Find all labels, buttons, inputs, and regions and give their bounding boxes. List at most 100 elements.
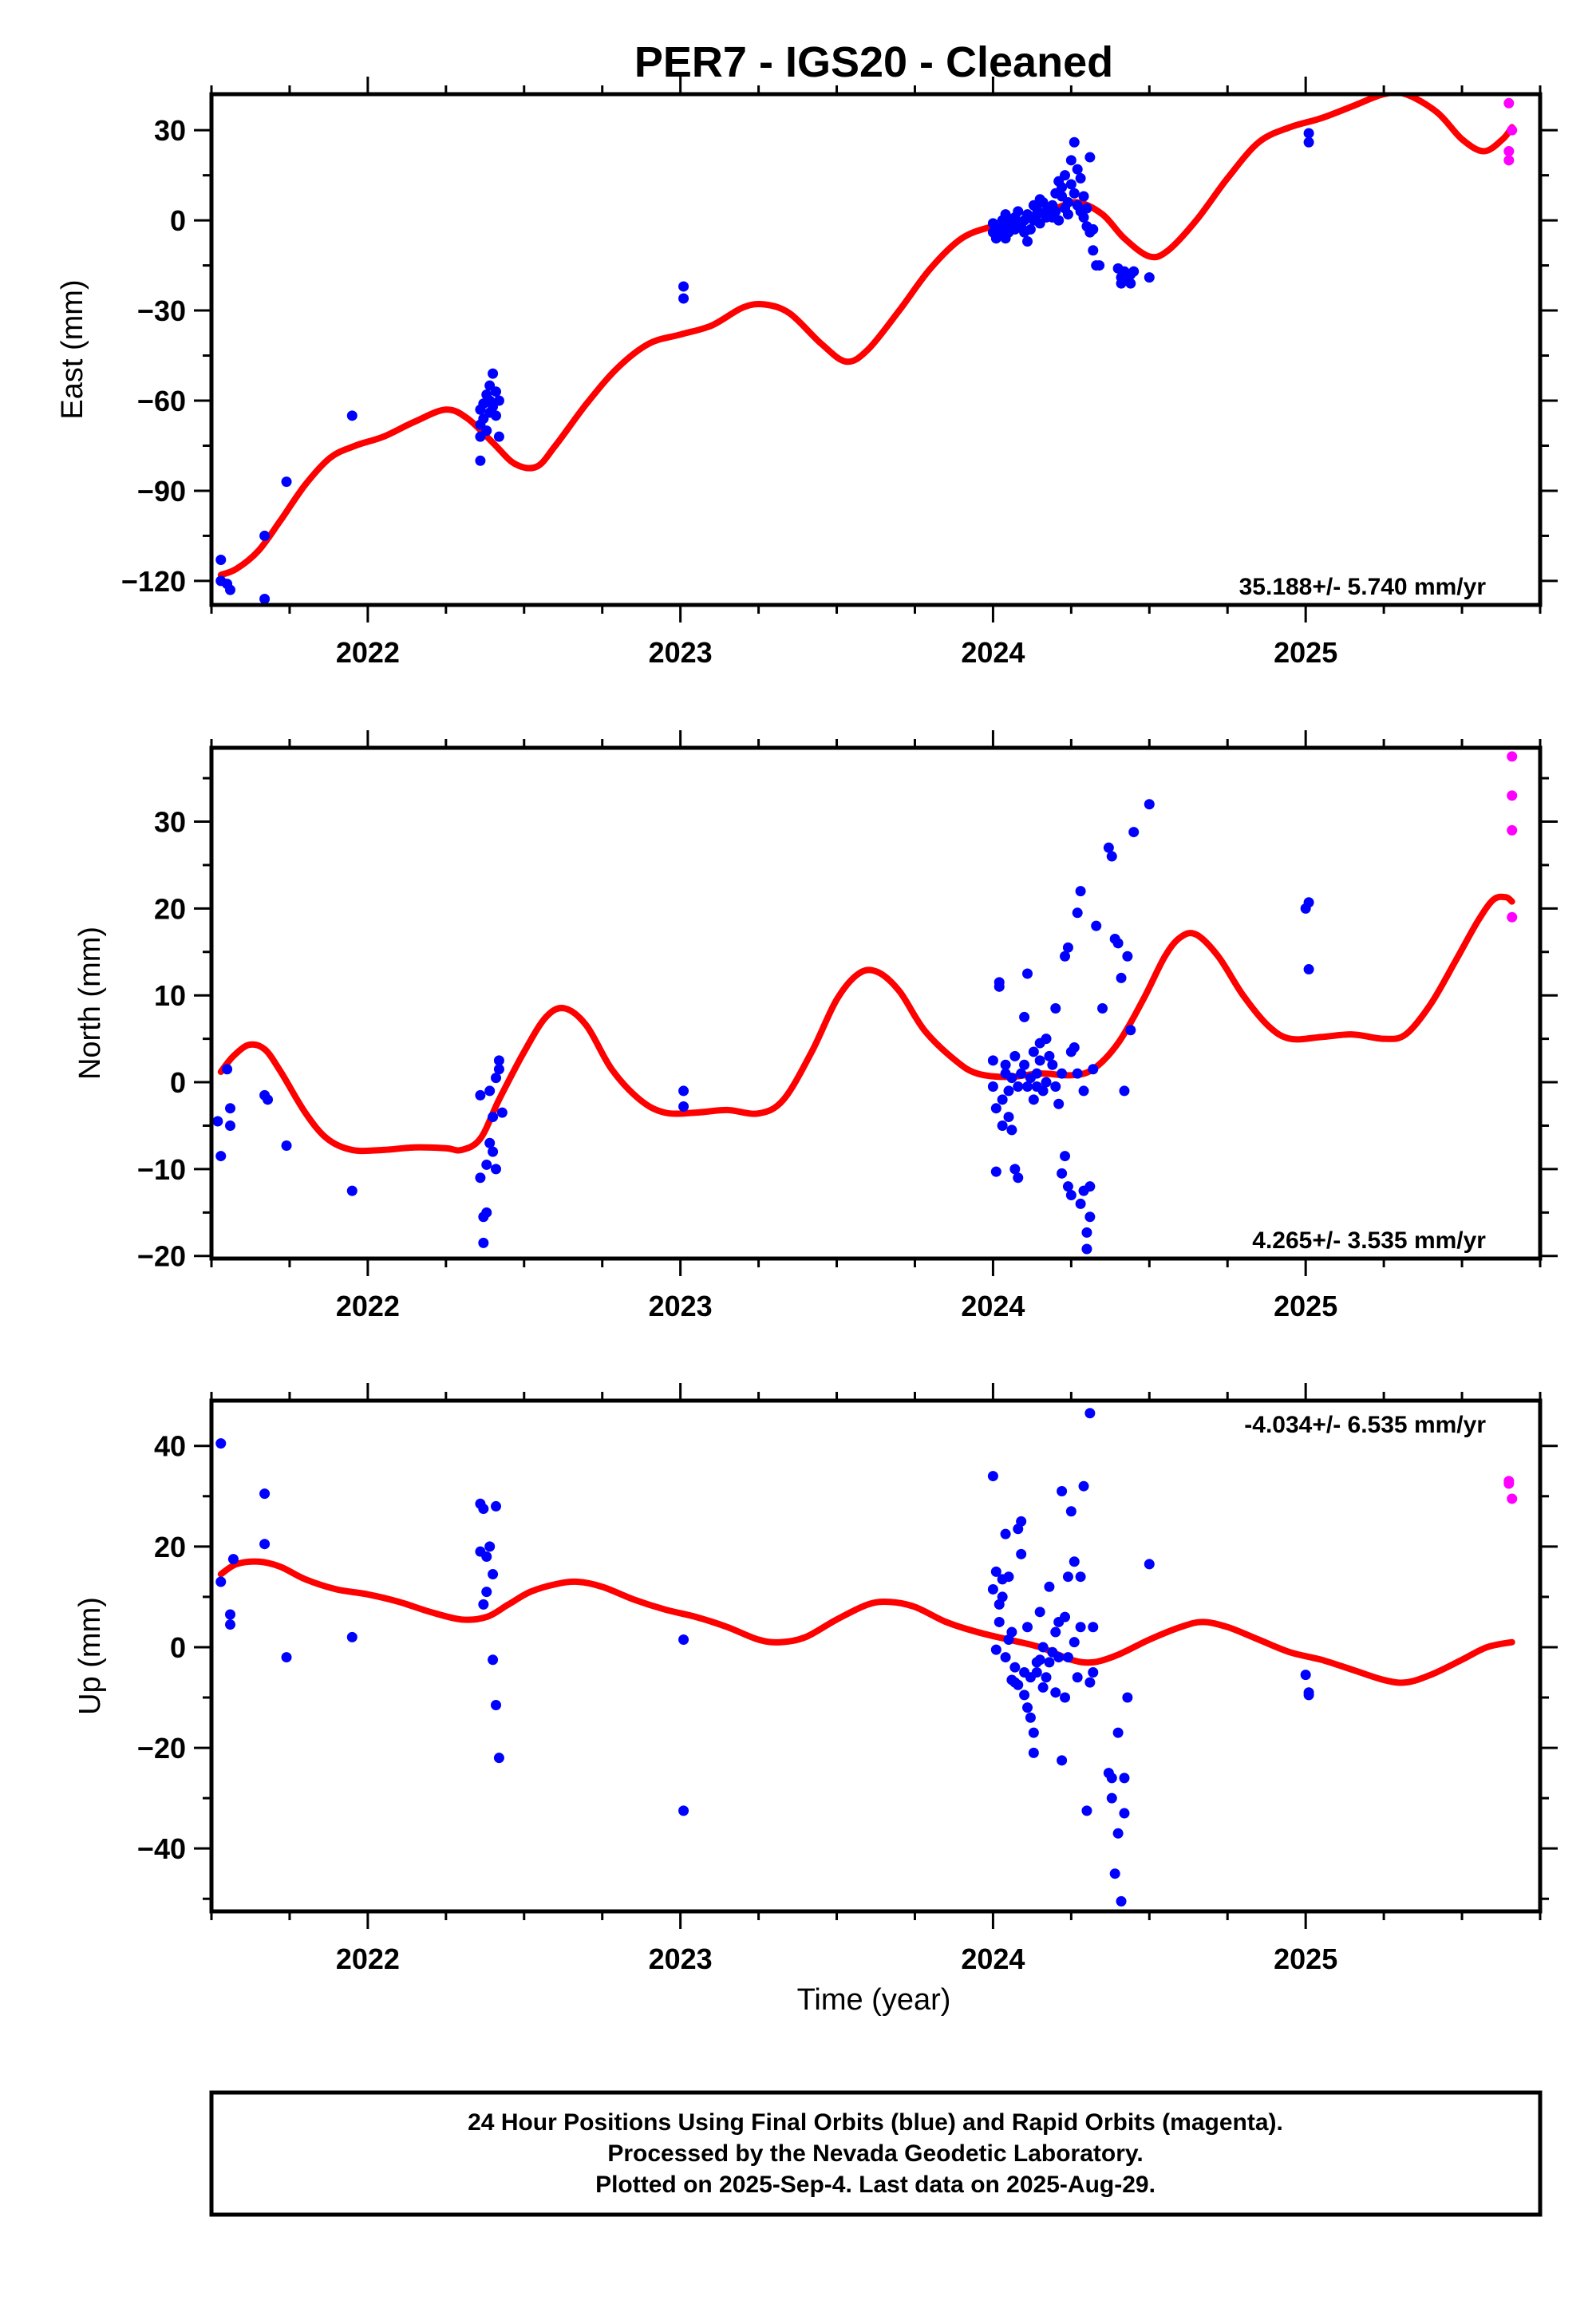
east-y-axis-label: East (mm) bbox=[56, 279, 89, 419]
north-final-point bbox=[225, 1103, 236, 1114]
east-final-point bbox=[1065, 155, 1077, 166]
north-y-tick-label: −20 bbox=[137, 1240, 186, 1273]
up-final-point bbox=[1013, 1679, 1024, 1690]
up-final-point bbox=[990, 1566, 1001, 1577]
north-final-point bbox=[1081, 1243, 1092, 1255]
east-final-point bbox=[491, 386, 502, 397]
up-final-point bbox=[1057, 1485, 1068, 1496]
north-x-tick-label: 2023 bbox=[649, 1290, 713, 1322]
up-final-point bbox=[1000, 1528, 1011, 1539]
north-rapid-point bbox=[1507, 911, 1518, 923]
north-final-point bbox=[1028, 1094, 1039, 1105]
east-final-point bbox=[1065, 179, 1077, 190]
north-final-point bbox=[1084, 1211, 1096, 1223]
north-y-tick-label: 20 bbox=[154, 892, 186, 925]
east-final-point bbox=[493, 431, 504, 442]
up-final-point bbox=[225, 1619, 236, 1630]
up-final-point bbox=[225, 1609, 236, 1620]
up-y-axis-label: Up (mm) bbox=[73, 1597, 107, 1715]
north-final-point bbox=[1019, 1059, 1030, 1070]
up-ticks: 2022 2023 2024 2025 −40 −20 0 20 40 bbox=[137, 1383, 1558, 1975]
east-final-point bbox=[488, 368, 499, 379]
east-final-point bbox=[1084, 152, 1096, 163]
north-final-point bbox=[1047, 1059, 1058, 1070]
north-final-point bbox=[1003, 1085, 1014, 1097]
north-final-point bbox=[1003, 1112, 1014, 1123]
east-final-point bbox=[1057, 182, 1068, 193]
north-final-point bbox=[1065, 1190, 1077, 1201]
north-final-point bbox=[1081, 1227, 1092, 1238]
up-final-point bbox=[1075, 1571, 1086, 1583]
up-final-point bbox=[493, 1753, 504, 1764]
up-final-point bbox=[1019, 1690, 1030, 1701]
north-final-point bbox=[1069, 1042, 1080, 1053]
up-final-point bbox=[1112, 1828, 1124, 1839]
east-final-point bbox=[1144, 272, 1155, 283]
up-final-point bbox=[990, 1644, 1001, 1655]
north-final-point bbox=[990, 1166, 1001, 1177]
up-final-point bbox=[1028, 1727, 1039, 1738]
up-final-point bbox=[1069, 1556, 1080, 1567]
north-y-tick-label: −10 bbox=[137, 1153, 186, 1186]
north-final-point bbox=[225, 1120, 236, 1131]
north-final-point bbox=[488, 1112, 499, 1123]
east-final-point bbox=[259, 593, 271, 604]
up-final-point bbox=[1044, 1657, 1055, 1668]
north-final-point bbox=[1119, 1085, 1130, 1097]
up-final-point bbox=[1053, 1652, 1065, 1663]
up-final-point bbox=[281, 1652, 292, 1663]
north-final-point bbox=[1006, 1073, 1017, 1084]
up-final-point bbox=[1116, 1895, 1127, 1907]
north-final-point bbox=[1144, 799, 1155, 810]
north-final-point bbox=[987, 1081, 998, 1092]
panel-up: 2022 2023 2024 2025 −40 −20 0 20 40 Up (mm) -4.0… bbox=[73, 1383, 1558, 2017]
north-final-point bbox=[478, 1237, 489, 1248]
north-final-point bbox=[1044, 1050, 1055, 1061]
page-title: PER7 - IGS20 - Cleaned bbox=[634, 38, 1113, 86]
east-model-curve bbox=[217, 94, 1515, 579]
north-final-point bbox=[1072, 1068, 1083, 1079]
up-y-tick-label: 20 bbox=[154, 1531, 186, 1563]
north-final-point bbox=[1050, 1081, 1061, 1092]
north-rapid-point bbox=[1507, 751, 1518, 762]
east-x-tick-label: 2022 bbox=[336, 636, 400, 669]
north-final-point bbox=[1075, 886, 1086, 897]
east-y-tick-label: −30 bbox=[137, 294, 186, 327]
east-final-point bbox=[1125, 278, 1136, 289]
up-final-point bbox=[1034, 1654, 1045, 1666]
up-rate-label: -4.034+/- 6.535 mm/yr bbox=[1244, 1412, 1486, 1438]
up-final-point bbox=[215, 1438, 227, 1449]
north-final-point bbox=[1034, 1055, 1045, 1066]
east-ticks: 2022 2023 2024 2025 −120 −90 −60 −30 0 30 bbox=[121, 77, 1558, 669]
north-final-point bbox=[1112, 938, 1124, 949]
north-final-point bbox=[1091, 920, 1102, 931]
north-final-point bbox=[484, 1085, 496, 1097]
east-final-point bbox=[1025, 223, 1036, 235]
east-y-tick-label: −90 bbox=[137, 475, 186, 508]
east-final-point bbox=[1053, 215, 1065, 226]
up-final-point bbox=[1144, 1559, 1155, 1570]
up-final-point bbox=[1122, 1692, 1133, 1703]
north-final-point bbox=[1062, 1181, 1073, 1192]
north-model-curve bbox=[217, 893, 1515, 1155]
footer-frame bbox=[209, 2090, 1543, 2217]
up-final-point bbox=[478, 1504, 489, 1515]
east-final-point bbox=[1050, 206, 1061, 217]
east-final-point bbox=[481, 425, 492, 437]
east-final-point bbox=[1060, 170, 1071, 181]
north-points-layer bbox=[212, 751, 1518, 1255]
north-final-point bbox=[1041, 1077, 1052, 1088]
up-final-point bbox=[1106, 1773, 1117, 1784]
east-x-tick-label: 2024 bbox=[961, 636, 1025, 669]
up-final-point bbox=[1057, 1755, 1068, 1766]
up-final-point bbox=[1031, 1666, 1042, 1678]
up-y-tick-label: 0 bbox=[170, 1631, 186, 1664]
north-final-point bbox=[1009, 1164, 1021, 1175]
up-final-point bbox=[1028, 1747, 1039, 1758]
up-final-point bbox=[478, 1599, 489, 1610]
east-x-tick-label: 2025 bbox=[1274, 636, 1337, 669]
north-final-point bbox=[491, 1164, 502, 1175]
north-final-point bbox=[997, 1094, 1008, 1105]
up-final-point bbox=[1062, 1652, 1073, 1663]
east-final-point bbox=[1031, 209, 1042, 220]
